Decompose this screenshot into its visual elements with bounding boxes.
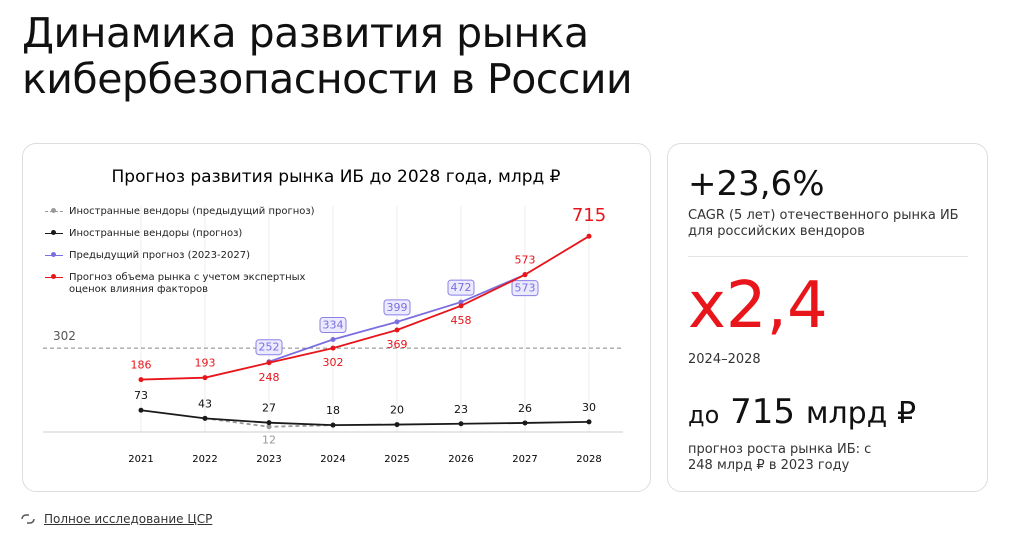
stat-forecast: до 715 млрд ₽ [688,392,916,432]
legend-item: Иностранные вендоры (предыдущий прогноз) [45,206,319,218]
stats-card: +23,6% CAGR (5 лет) отечественного рынка… [667,143,988,492]
label-box [383,299,411,316]
data-point [266,360,272,366]
chart: Прогноз развития рынка ИБ до 2028 года, … [43,167,623,465]
x-tick-label: 2026 [448,454,473,465]
label-box [319,316,347,333]
data-label: 369 [387,338,408,351]
legend-marker [51,252,56,257]
data-label: 193 [195,357,216,370]
data-point [394,422,400,428]
data-label: 12 [262,434,276,447]
legend-label: Иностранные вендоры (предыдущий прогноз) [69,206,315,217]
data-point [138,407,144,413]
data-label: 399 [387,301,408,314]
legend-item: Предыдущий прогноз (2023-2027) [45,250,319,262]
label-box [447,279,475,296]
data-label: 472 [451,281,472,294]
footer-link[interactable]: Полное исследование ЦСР [44,512,213,526]
data-label: 573 [515,282,536,295]
x-tick-label: 2023 [256,454,281,465]
stat-cagr-note: CAGR (5 лет) отечественного рынка ИБ для… [688,208,959,239]
data-label: 27 [262,402,276,415]
legend-marker [51,274,56,279]
legend-marker [51,230,56,235]
data-label: 26 [518,402,532,415]
data-point [586,233,592,239]
data-point [522,272,528,278]
stat-unit: млрд ₽ [805,396,917,431]
data-point [522,420,528,426]
data-label: 73 [134,389,148,402]
label-box [511,280,539,297]
data-point [266,424,272,430]
data-point [202,375,208,381]
x-tick-label: 2021 [128,454,153,465]
link-icon [21,514,35,524]
stat-forecast-note: прогноз роста рынка ИБ: с 248 млрд ₽ в 2… [688,442,872,473]
data-label: 573 [515,254,536,267]
chart-title: Прогноз развития рынка ИБ до 2028 года, … [112,167,561,187]
data-point [202,415,208,421]
stat-value: 715 [730,392,795,432]
x-tick-label: 2028 [576,454,601,465]
x-tick-label: 2025 [384,454,409,465]
data-label: 248 [259,371,280,384]
divider [688,256,968,257]
legend-item: Иностранные вендоры (прогноз) [45,228,319,240]
data-label: 334 [323,318,344,331]
chart-card: Прогноз развития рынка ИБ до 2028 года, … [22,143,651,492]
data-point [266,420,272,426]
legend-label: Иностранные вендоры (прогноз) [69,228,243,239]
data-label: 18 [326,404,340,417]
data-label: 43 [198,397,212,410]
data-label: 302 [323,356,344,369]
label-box [255,339,283,356]
data-point [586,419,592,425]
legend-item: Прогноз объема рынка с учетом экспертных… [45,272,319,296]
series-line [140,409,590,427]
data-point [458,421,464,427]
data-label: 186 [131,359,152,372]
data-point [458,299,464,305]
legend-label: Предыдущий прогноз (2023-2027) [69,250,250,261]
data-label: 20 [390,404,404,417]
data-point [138,377,144,383]
data-point [394,319,400,325]
data-point [330,336,336,342]
stat-growth: x2,4 [688,269,828,343]
data-label: 30 [582,401,596,414]
data-label: 23 [454,403,468,416]
legend-label: Прогноз объема рынка с учетом экспертных… [69,272,306,295]
stat-prefix: до [688,401,720,429]
x-tick-label: 2024 [320,454,345,465]
stat-growth-note: 2024–2028 [688,352,761,367]
data-label: 458 [451,314,472,327]
data-label: 252 [259,341,280,354]
x-tick-label: 2022 [192,454,217,465]
data-point [394,327,400,333]
legend-marker [51,208,56,213]
series-line [140,235,590,381]
data-point [330,422,336,428]
legend: Иностранные вендоры (предыдущий прогноз)… [45,206,319,306]
data-point [330,345,336,351]
stat-cagr: +23,6% [688,164,825,204]
page-title: Динамика развития рынка кибербезопасност… [22,9,633,103]
data-point [458,303,464,309]
data-label: 715 [572,205,606,226]
reference-label: 302 [53,329,76,343]
x-tick-label: 2027 [512,454,537,465]
